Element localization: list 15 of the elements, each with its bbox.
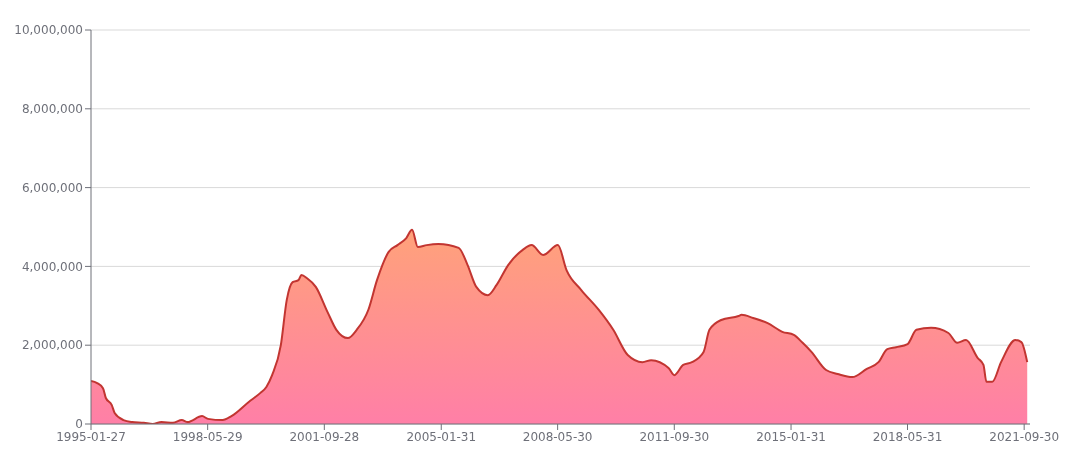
x-tick-label: 2001-09-28 <box>289 429 360 444</box>
y-tick-label: 4,000,000 <box>21 259 83 274</box>
x-tick-label: 2008-05-30 <box>522 429 593 444</box>
y-tick-label: 10,000,000 <box>14 23 83 38</box>
y-tick-label: 0 <box>75 417 83 432</box>
x-tick-label: 2021-09-30 <box>989 429 1060 444</box>
y-tick-label: 6,000,000 <box>21 180 83 195</box>
x-tick-label: 1995-01-27 <box>56 429 126 444</box>
x-tick-label: 1998-05-29 <box>172 429 243 444</box>
y-tick-label: 8,000,000 <box>21 102 83 117</box>
x-tick-label: 2015-01-31 <box>756 429 826 444</box>
y-tick-label: 2,000,000 <box>21 338 83 353</box>
x-tick-label: 2005-01-31 <box>406 429 477 444</box>
x-tick-label: 2018-05-31 <box>872 429 943 444</box>
x-tick-label: 2011-09-30 <box>639 429 710 444</box>
